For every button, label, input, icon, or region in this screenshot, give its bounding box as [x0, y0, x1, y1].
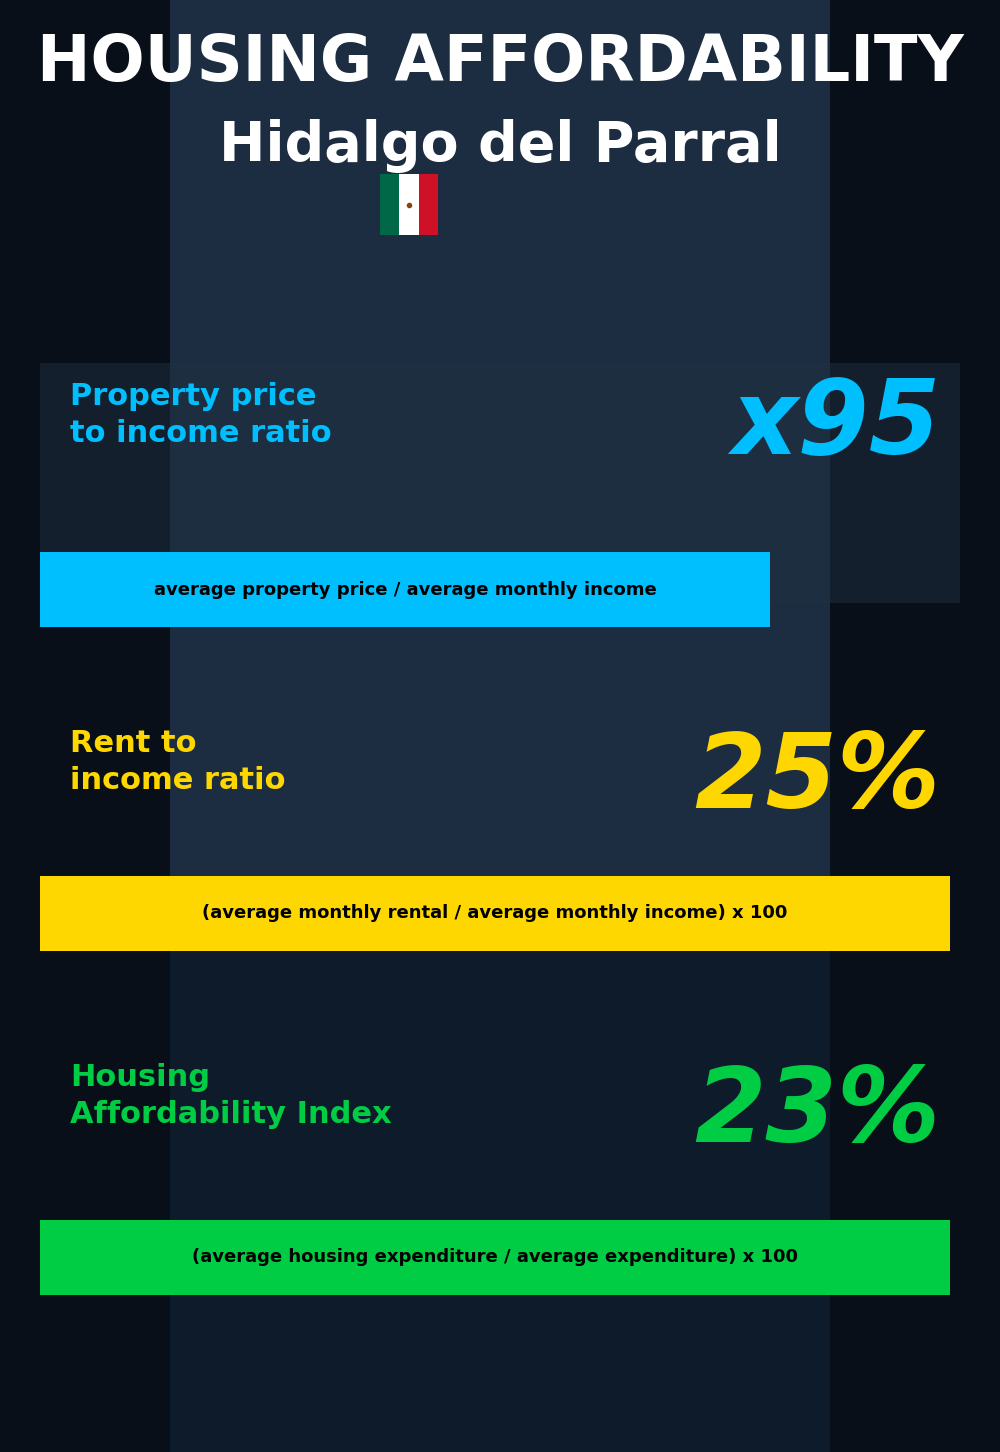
Text: (average monthly rental / average monthly income) x 100: (average monthly rental / average monthl…	[202, 905, 788, 922]
FancyBboxPatch shape	[40, 552, 770, 627]
FancyBboxPatch shape	[40, 363, 960, 603]
Text: HOUSING AFFORDABILITY: HOUSING AFFORDABILITY	[37, 32, 963, 94]
Text: Housing
Affordability Index: Housing Affordability Index	[70, 1063, 392, 1128]
FancyBboxPatch shape	[40, 1220, 950, 1295]
FancyBboxPatch shape	[170, 0, 830, 944]
FancyBboxPatch shape	[40, 876, 950, 951]
Text: average property price / average monthly income: average property price / average monthly…	[154, 581, 656, 598]
FancyBboxPatch shape	[399, 174, 419, 235]
FancyBboxPatch shape	[419, 174, 438, 235]
Text: Property price
to income ratio: Property price to income ratio	[70, 382, 332, 447]
Text: x95: x95	[731, 375, 940, 476]
FancyBboxPatch shape	[170, 944, 830, 1452]
Text: Rent to
income ratio: Rent to income ratio	[70, 729, 286, 794]
Text: 25%: 25%	[694, 729, 940, 831]
FancyBboxPatch shape	[830, 0, 1000, 1452]
Text: 23%: 23%	[694, 1063, 940, 1165]
FancyBboxPatch shape	[380, 174, 399, 235]
FancyBboxPatch shape	[0, 0, 170, 1452]
Text: Hidalgo del Parral: Hidalgo del Parral	[219, 119, 781, 173]
Text: (average housing expenditure / average expenditure) x 100: (average housing expenditure / average e…	[192, 1249, 798, 1266]
